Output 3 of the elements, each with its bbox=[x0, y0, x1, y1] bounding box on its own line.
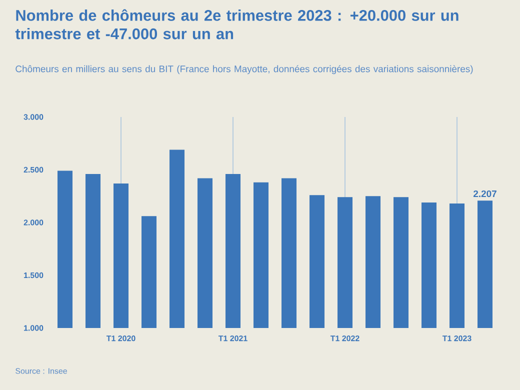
chart-title: Nombre de chômeurs au 2e trimestre 2023 : +20.000 sur un trimestre et -47.000 sur un an bbox=[15, 9, 458, 40]
chart-subtitle: Chômeurs en milliers au sens du BIT (France hors Mayotte, données corrigées des variations saisonnières) bbox=[16, 65, 473, 74]
data-label: 2.207 bbox=[473, 190, 496, 198]
